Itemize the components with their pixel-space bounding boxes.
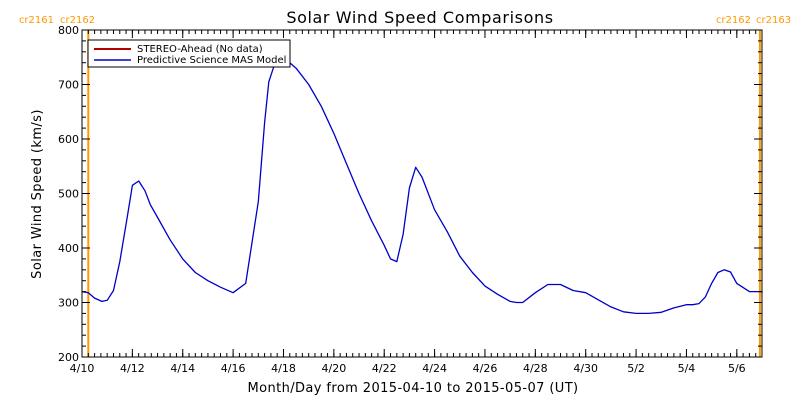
x-tick-label: 4/10 <box>70 362 95 375</box>
x-tick-label: 5/2 <box>627 362 645 375</box>
x-tick-label: 4/22 <box>372 362 397 375</box>
cr-label-right-2: cr2163 <box>756 15 791 26</box>
x-axis-label: Month/Day from 2015-04-10 to 2015-05-07 … <box>247 381 578 396</box>
x-tick-label: 4/20 <box>322 362 347 375</box>
legend-label-stereo: STEREO-Ahead (No data) <box>137 44 263 55</box>
x-tick-label: 4/12 <box>120 362 145 375</box>
x-tick-label: 4/26 <box>473 362 498 375</box>
y-tick-label: 200 <box>58 351 79 364</box>
legend-label-model: Predictive Science MAS Model <box>137 55 286 66</box>
x-tick-label: 4/16 <box>221 362 246 375</box>
x-tick-label: 5/6 <box>728 362 746 375</box>
series-line-model <box>81 60 763 315</box>
cr-labels: cr2161 cr2162 cr2162 cr2163 <box>19 15 791 26</box>
x-ticks: 4/10 4/12 4/14 4/16 4/18 4/20 4/22 4/24 4/26 4/28… <box>70 30 763 375</box>
chart-title: Solar Wind Speed Comparisons <box>286 8 553 27</box>
cr-label-left-1: cr2161 <box>19 15 54 26</box>
y-tick-label: 300 <box>58 297 79 310</box>
x-tick-label: 4/18 <box>271 362 296 375</box>
y-tick-label: 500 <box>58 188 79 201</box>
cr-label-left-2: cr2162 <box>716 15 751 26</box>
plot-layer <box>81 30 763 357</box>
y-axis-label: Solar Wind Speed (km/s) <box>30 109 45 279</box>
y-tick-label: 800 <box>58 24 79 37</box>
x-tick-label: 4/30 <box>573 362 598 375</box>
plot-frame <box>81 29 763 358</box>
x-tick-label: 4/28 <box>523 362 548 375</box>
y-tick-label: 400 <box>58 242 79 255</box>
y-tick-label: 700 <box>58 79 79 92</box>
x-tick-label: 4/24 <box>422 362 447 375</box>
x-tick-label: 5/4 <box>678 362 696 375</box>
y-tick-label: 600 <box>58 133 79 146</box>
legend: STEREO-Ahead (No data) Predictive Scienc… <box>87 39 291 68</box>
cr-label-right-1: cr2162 <box>60 15 95 26</box>
x-tick-label: 4/14 <box>170 362 195 375</box>
legend-box <box>87 39 291 68</box>
